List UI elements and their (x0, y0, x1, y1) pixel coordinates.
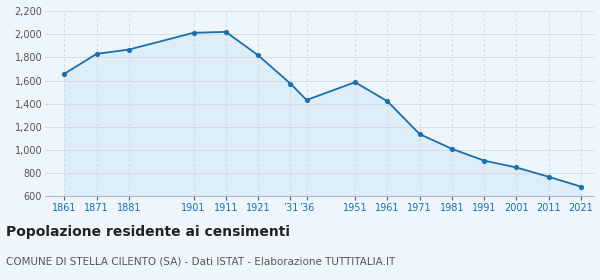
Point (59, 72, 69, 76)
Point (383, 99, 392, 103)
Text: Popolazione residente ai censimenti: Popolazione residente ai censimenti (6, 225, 290, 239)
Point (479, 158, 489, 163)
Point (576, 185, 586, 189)
Point (512, 165, 521, 170)
Point (302, 98, 311, 102)
Point (447, 147, 457, 151)
Point (92, 52, 101, 56)
Point (253, 53, 263, 58)
Point (286, 81, 295, 86)
Point (221, 30, 230, 34)
Text: COMUNE DI STELLA CILENTO (SA) - Dati ISTAT - Elaborazione TUTTITALIA.IT: COMUNE DI STELLA CILENTO (SA) - Dati IST… (6, 256, 395, 266)
Point (350, 80, 360, 85)
Point (415, 132, 424, 136)
Point (189, 31, 199, 35)
Point (124, 47, 134, 52)
Point (544, 175, 554, 179)
